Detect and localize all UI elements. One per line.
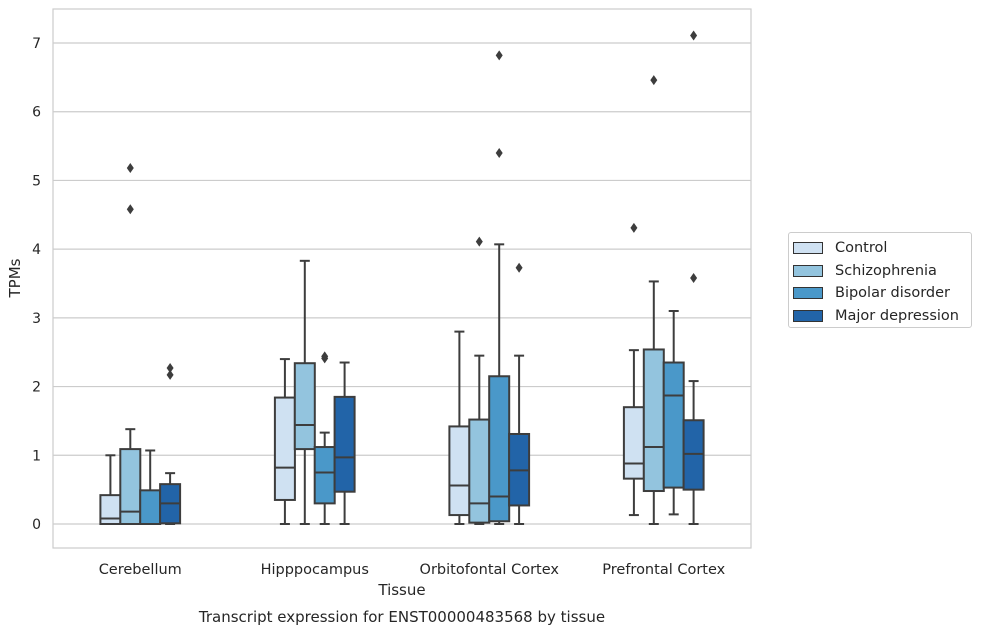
box-bipolar-disorder-2 bbox=[488, 50, 511, 525]
outlier-point bbox=[166, 363, 174, 374]
legend-swatch bbox=[793, 309, 823, 322]
iqr-box bbox=[293, 362, 316, 451]
legend-swatch bbox=[793, 264, 823, 277]
outlier-point bbox=[475, 236, 483, 247]
x-tick-label: Cerebellum bbox=[99, 562, 182, 578]
legend-item: Schizophrenia bbox=[793, 260, 971, 283]
y-tick-label: 2 bbox=[32, 380, 41, 396]
box-series bbox=[99, 30, 705, 526]
outlier-point bbox=[126, 204, 134, 215]
outlier-point bbox=[690, 273, 698, 284]
iqr-box bbox=[682, 419, 705, 491]
iqr-box bbox=[642, 348, 665, 493]
legend-swatch bbox=[793, 242, 823, 255]
outlier-point bbox=[650, 75, 658, 86]
y-axis-ticks: 0 1 2 3 4 5 6 7 bbox=[32, 36, 41, 533]
y-tick-label: 7 bbox=[32, 36, 41, 52]
outlier-point bbox=[166, 369, 174, 380]
legend-label: Bipolar disorder bbox=[835, 285, 950, 302]
box-schizophrenia-1 bbox=[293, 259, 316, 525]
y-tick-label: 4 bbox=[32, 242, 41, 258]
outlier-point bbox=[495, 50, 503, 61]
legend-swatch bbox=[793, 287, 823, 300]
box-major-depression-2 bbox=[508, 262, 531, 525]
box-schizophrenia-0 bbox=[119, 163, 142, 526]
legend-item: Bipolar disorder bbox=[793, 282, 971, 305]
legend-label: Schizophrenia bbox=[835, 262, 937, 279]
x-axis-label: Tissue bbox=[377, 581, 425, 599]
y-tick-label: 0 bbox=[32, 517, 41, 533]
iqr-box bbox=[313, 446, 336, 505]
iqr-box bbox=[99, 494, 122, 526]
box-bipolar-disorder-3 bbox=[662, 309, 685, 516]
legend: Control Schizophrenia Bipolar disorder Majo… bbox=[788, 232, 972, 328]
iqr-box bbox=[448, 425, 471, 517]
iqr-box bbox=[139, 489, 162, 525]
iqr-box bbox=[333, 395, 356, 493]
iqr-box bbox=[273, 396, 296, 501]
box-control-3 bbox=[622, 222, 645, 517]
box-schizophrenia-3 bbox=[642, 75, 665, 525]
iqr-box bbox=[488, 375, 511, 523]
legend-label: Control bbox=[835, 240, 888, 257]
x-axis-ticks: Cerebellum Hipppocampus Orbitofontal Corte… bbox=[99, 562, 726, 578]
outlier-point bbox=[126, 163, 134, 174]
outlier-point bbox=[630, 222, 638, 233]
x-tick-label: Orbitofontal Cortex bbox=[420, 562, 560, 578]
legend-item: Control bbox=[793, 237, 971, 260]
iqr-box bbox=[662, 361, 685, 489]
iqr-box bbox=[119, 448, 142, 526]
outlier-point bbox=[321, 351, 329, 362]
y-tick-label: 1 bbox=[32, 448, 41, 464]
box-bipolar-disorder-0 bbox=[139, 449, 162, 525]
legend-label: Major depression bbox=[835, 307, 959, 324]
x-tick-label: Prefrontal Cortex bbox=[602, 562, 725, 578]
y-axis-label: TPMs bbox=[6, 258, 24, 298]
iqr-box bbox=[622, 406, 645, 480]
outlier-point bbox=[495, 147, 503, 158]
outlier-point bbox=[515, 262, 523, 273]
y-tick-label: 6 bbox=[32, 105, 41, 121]
box-schizophrenia-2 bbox=[468, 236, 491, 525]
box-major-depression-1 bbox=[333, 361, 356, 525]
y-tick-label: 3 bbox=[32, 311, 41, 327]
box-bipolar-disorder-1 bbox=[313, 351, 336, 525]
chart-title: Transcript expression for ENST0000048356… bbox=[198, 608, 605, 626]
outlier-point bbox=[690, 30, 698, 41]
iqr-box bbox=[468, 418, 491, 524]
box-major-depression-0 bbox=[159, 363, 182, 525]
y-tick-label: 5 bbox=[32, 173, 41, 189]
legend-item: Major depression bbox=[793, 305, 971, 328]
box-control-0 bbox=[99, 454, 122, 526]
x-tick-label: Hipppocampus bbox=[261, 562, 369, 578]
box-major-depression-3 bbox=[682, 30, 705, 525]
